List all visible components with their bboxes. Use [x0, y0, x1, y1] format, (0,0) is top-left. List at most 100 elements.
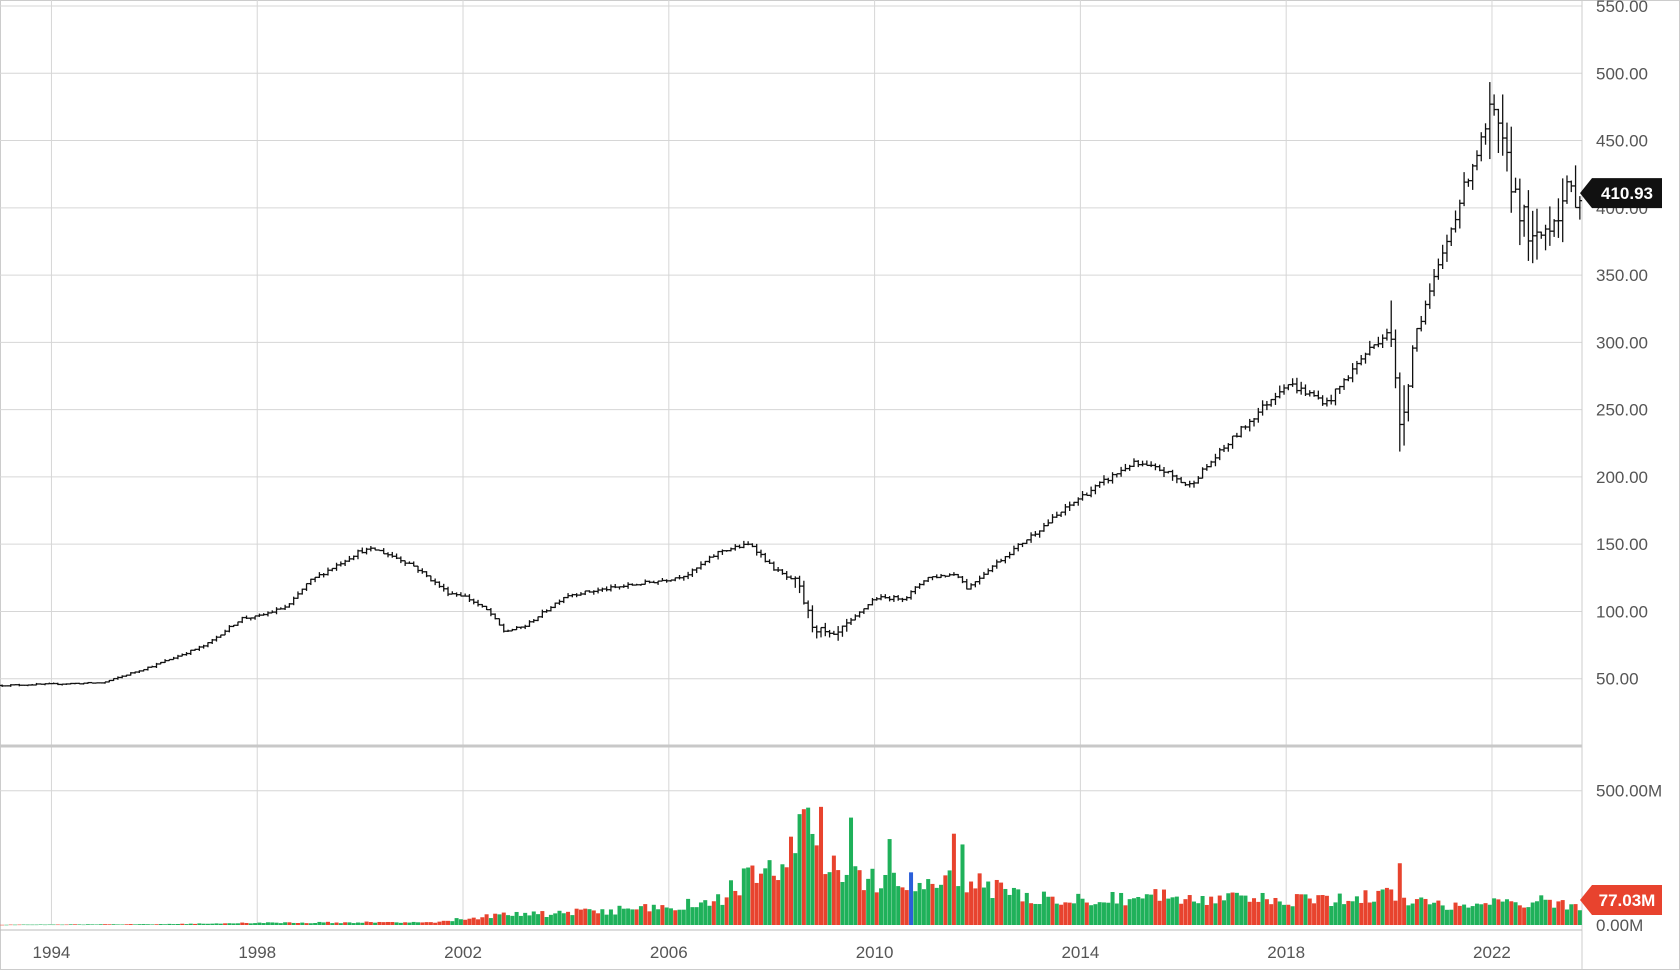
volume-bar — [159, 924, 163, 925]
ohlc-bar — [712, 554, 716, 557]
volume-bar — [356, 923, 360, 925]
volume-bar — [467, 919, 471, 925]
volume-bar — [107, 924, 111, 925]
ohlc-bar — [390, 552, 394, 558]
volume-bar — [309, 923, 313, 925]
ohlc-bar — [1050, 514, 1054, 523]
volume-bar — [296, 923, 300, 925]
ohlc-bar — [909, 590, 913, 599]
ohlc-bar — [1076, 497, 1080, 505]
ohlc-bar — [1466, 179, 1470, 187]
volume-bar — [515, 912, 519, 925]
ohlc-bar — [1158, 465, 1162, 472]
volume-bar — [163, 924, 167, 925]
volume-bar — [1548, 900, 1552, 925]
ohlc-bar — [1423, 301, 1427, 325]
ohlc-bar — [176, 655, 180, 659]
volume-bar — [952, 834, 956, 925]
x-tick-label-2010: 2010 — [856, 943, 894, 962]
volume-bar — [219, 924, 223, 925]
ohlc-bar — [321, 573, 325, 577]
volume-bar — [982, 888, 986, 925]
volume-bar — [1389, 889, 1393, 925]
volume-bar — [875, 892, 879, 925]
ohlc-bar — [1149, 461, 1153, 467]
ohlc-bar — [592, 590, 596, 595]
volume-bar — [480, 917, 484, 925]
volume-bar — [806, 808, 810, 925]
ohlc-bar — [360, 548, 364, 554]
ohlc-bar — [69, 683, 73, 684]
last-volume-label: 77.03M — [1599, 891, 1656, 910]
volume-bar — [1072, 903, 1076, 925]
ohlc-bar — [510, 629, 514, 631]
ohlc-bar — [244, 616, 248, 619]
ohlc-bar — [1419, 316, 1423, 331]
ohlc-bar — [857, 611, 861, 617]
last-price-label: 410.93 — [1601, 184, 1653, 203]
ohlc-bar — [1470, 164, 1474, 190]
ohlc-bar — [664, 579, 668, 582]
ohlc-bar — [73, 683, 77, 684]
ohlc-bar — [472, 599, 476, 605]
ohlc-bar — [433, 579, 437, 586]
ohlc-bar — [587, 590, 591, 592]
ohlc-bar — [129, 672, 133, 675]
ohlc-bar — [943, 576, 947, 578]
ohlc-bar — [1127, 465, 1131, 471]
volume-bar — [1106, 903, 1110, 925]
volume-bar — [900, 887, 904, 925]
ohlc-bar — [34, 683, 38, 685]
volume-bar — [853, 866, 857, 925]
volume-bar — [1526, 907, 1530, 925]
volume-bar — [712, 901, 716, 925]
volume-bar — [866, 879, 870, 925]
volume-bar — [493, 914, 497, 925]
volume-bar — [202, 924, 206, 925]
ohlc-bar — [806, 600, 810, 618]
volume-bar — [1136, 897, 1140, 925]
volume-bar — [1449, 910, 1453, 925]
volume-bar — [330, 923, 334, 925]
volume-bar — [270, 922, 274, 925]
volume-bar — [99, 924, 103, 925]
volume-bar — [1514, 902, 1518, 925]
ohlc-bar — [995, 560, 999, 569]
volume-bar — [652, 905, 656, 925]
ohlc-bar — [184, 652, 188, 656]
ohlc-bar — [643, 579, 647, 584]
volume-bar — [1179, 904, 1183, 925]
ohlc-bar — [519, 627, 523, 629]
volume-bar — [1518, 905, 1522, 925]
ohlc-bar — [1530, 211, 1534, 263]
ohlc-bar — [99, 683, 103, 684]
ohlc-bar — [1308, 390, 1312, 396]
volume-bar — [948, 870, 952, 925]
volume-bar — [339, 923, 343, 925]
volume-bar — [56, 925, 60, 926]
ohlc-bar — [1573, 165, 1577, 207]
price-tick-label-150.00: 150.00 — [1596, 535, 1648, 554]
volume-bar — [935, 888, 939, 925]
ohlc-bar — [1175, 475, 1179, 483]
ohlc-bar — [347, 556, 351, 562]
ohlc-bar — [574, 593, 578, 597]
ohlc-bar — [1265, 401, 1269, 410]
ohlc-bar — [1548, 206, 1552, 245]
volume-bar — [167, 924, 171, 925]
price-tick-label-500.00: 500.00 — [1596, 64, 1648, 83]
volume-bar — [180, 924, 184, 925]
ohlc-bar — [652, 581, 656, 583]
volume-bar — [1462, 905, 1466, 925]
ohlc-bar — [570, 594, 574, 598]
ohlc-bar — [1522, 205, 1526, 237]
volume-bar — [1428, 904, 1432, 925]
price-tick-label-50.00: 50.00 — [1596, 670, 1639, 689]
volume-bar — [300, 923, 304, 925]
ohlc-bar — [266, 611, 270, 616]
ohlc-bar — [660, 578, 664, 581]
ohlc-bar — [613, 584, 617, 588]
ohlc-bar — [1355, 361, 1359, 374]
